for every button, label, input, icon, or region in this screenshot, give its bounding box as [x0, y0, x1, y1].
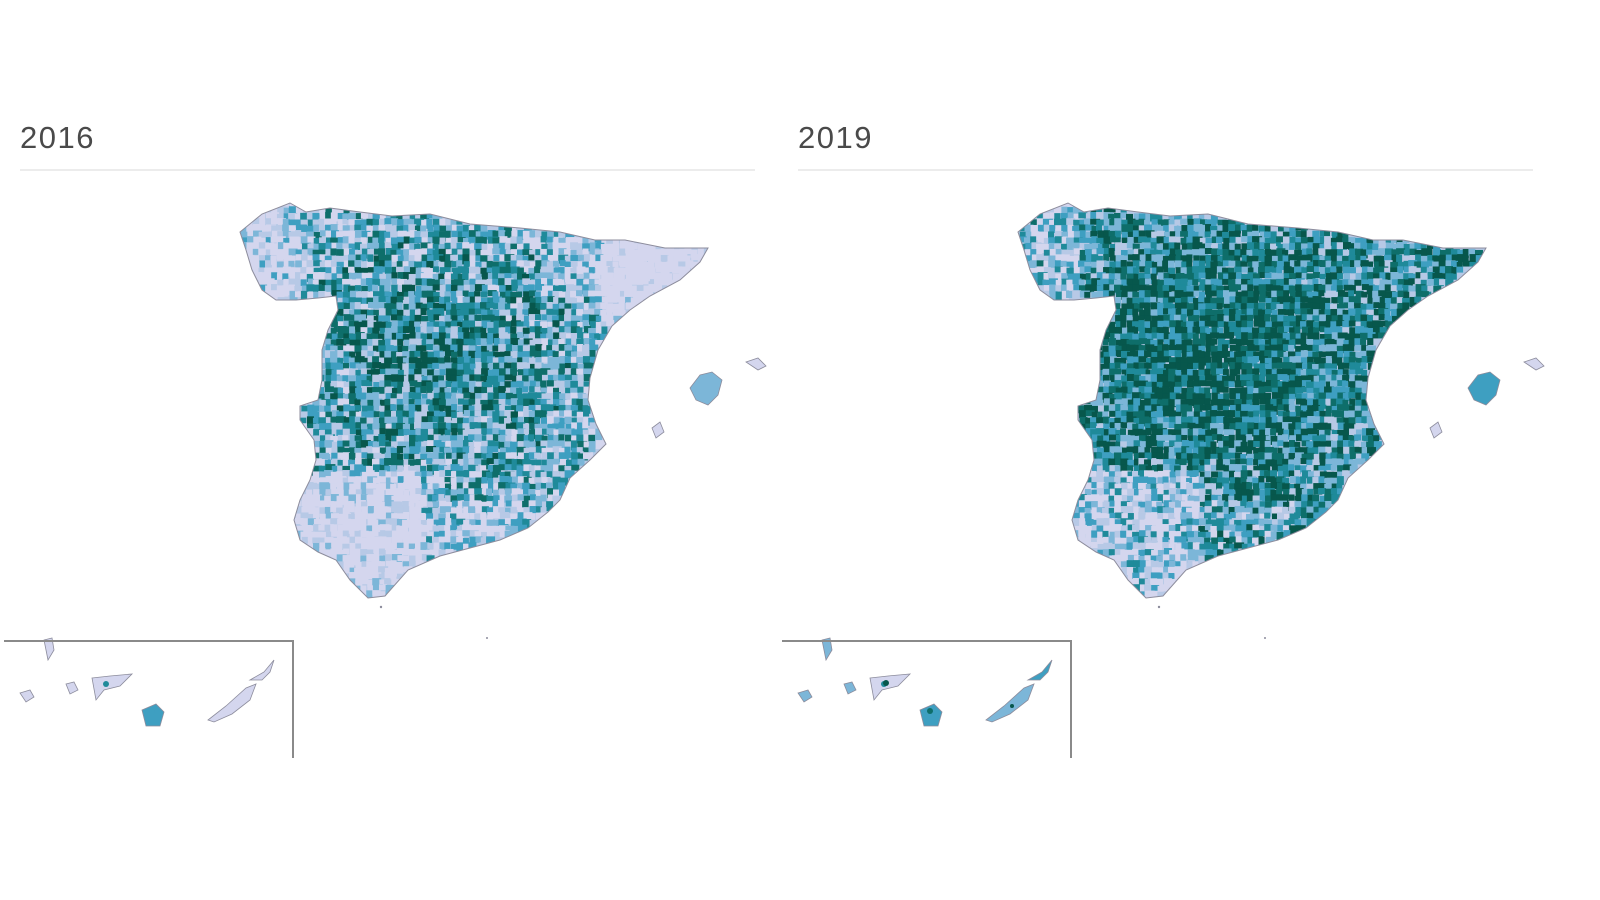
- canary-island: [19, 689, 35, 703]
- canary-island: [985, 683, 1035, 723]
- municipality-cells: [240, 203, 708, 598]
- spain-choropleth-map: [19, 202, 767, 727]
- map-panel-2016: 2016: [0, 0, 780, 900]
- municipality-cells: [1018, 203, 1483, 598]
- canary-island: [919, 703, 943, 727]
- canary-island: [141, 703, 165, 727]
- canary-island: [869, 673, 912, 701]
- title-divider: [798, 169, 1533, 171]
- canary-island: [43, 637, 55, 662]
- canary-island: [91, 673, 134, 701]
- majorca-island: [1467, 371, 1501, 406]
- title-divider: [20, 169, 755, 171]
- canary-island: [843, 681, 857, 695]
- canary-island: [1026, 659, 1053, 681]
- canary-islands-inset-frame: [4, 640, 294, 758]
- ibiza-island: [651, 421, 665, 439]
- ibiza-island: [1429, 421, 1443, 439]
- minorca-island: [1523, 357, 1545, 371]
- map-panel-2019: 2019: [778, 0, 1558, 900]
- majorca-island: [689, 371, 723, 406]
- panel-title: 2019: [798, 120, 873, 155]
- canary-island: [248, 659, 275, 681]
- canary-island: [65, 681, 79, 695]
- panel-title: 2016: [20, 120, 95, 155]
- spain-choropleth-map: [797, 202, 1545, 727]
- canary-island: [207, 683, 257, 723]
- canary-island: [797, 689, 813, 703]
- canary-islands-inset-frame: [782, 640, 1072, 758]
- minorca-island: [745, 357, 767, 371]
- canary-island: [821, 637, 833, 662]
